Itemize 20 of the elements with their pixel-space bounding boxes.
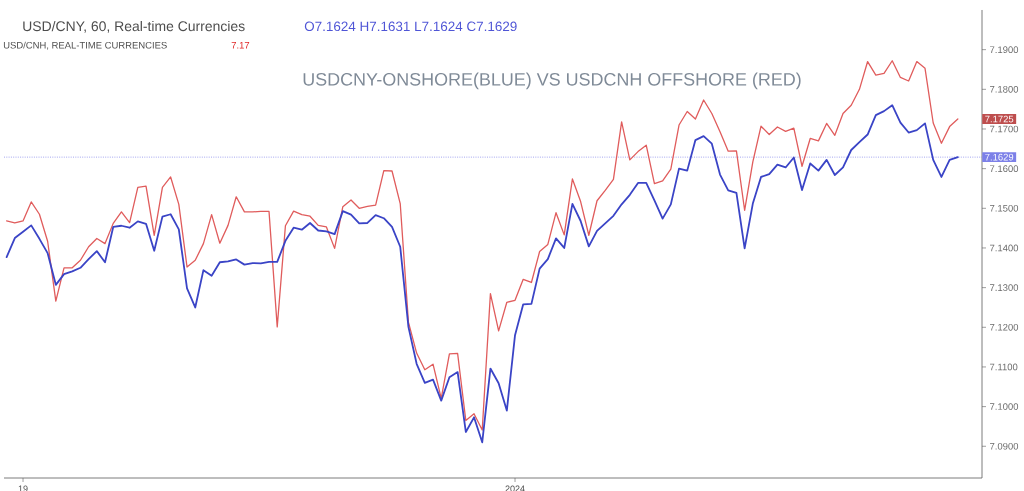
y-tick-label: 7.1900 <box>990 46 1019 54</box>
y-tick-label: 7.1100 <box>990 363 1018 371</box>
annotation: USD/CNY, 60, Real-time Currencies <box>23 20 245 33</box>
ref-line-label: 7.1629 <box>985 153 1014 161</box>
y-tick-label: 7.1300 <box>990 284 1019 291</box>
y-tick-label: 7.1700 <box>990 125 1019 133</box>
annotation: O7.1624 H7.1631 L7.1624 C7.1629 <box>304 21 517 32</box>
y-tick-label: 7.1000 <box>990 403 1019 410</box>
annotation: USD/CNH, REAL-TIME CURRENCIES <box>3 41 167 50</box>
text: USDCNY-ONSHORE(BLUE) VS USDCNH OFFSHORE (RED) <box>303 72 801 90</box>
text: 7.1725 <box>985 115 1014 123</box>
y-tick-label: 7.1500 <box>990 204 1019 212</box>
x-tick-label: 2024 <box>505 485 525 491</box>
y-tick-label: 7.1200 <box>990 323 1019 331</box>
x-tick-label: 19 <box>18 485 28 491</box>
annotation: 7.17 <box>231 41 250 49</box>
y-tick-label: 7.1400 <box>990 244 1019 252</box>
y-tick-label: 7.1800 <box>990 85 1019 93</box>
y-tick-label: 7.1600 <box>990 165 1019 172</box>
y-tick-label: 7.0900 <box>990 442 1019 450</box>
